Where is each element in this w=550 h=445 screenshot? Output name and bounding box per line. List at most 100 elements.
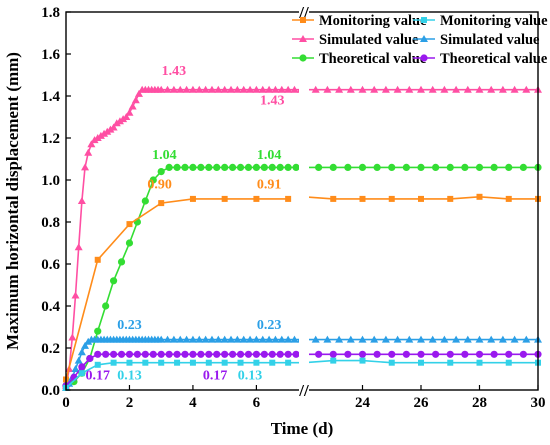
data-point	[233, 335, 242, 343]
data-point	[77, 348, 86, 356]
data-point	[157, 85, 166, 93]
data-point	[165, 350, 173, 358]
data-point	[381, 85, 390, 93]
data-point	[181, 350, 189, 358]
data-point	[86, 354, 94, 363]
data-point	[358, 350, 367, 358]
data-point	[252, 335, 261, 343]
data-point	[522, 335, 531, 343]
x-tick-label: 4	[189, 395, 197, 411]
data-label: 0.91	[257, 177, 282, 192]
data-point	[189, 359, 196, 366]
data-point	[290, 335, 299, 343]
data-point	[125, 108, 134, 116]
data-point	[271, 335, 280, 343]
data-point	[359, 357, 366, 364]
data-point	[446, 163, 454, 171]
legend-marker	[299, 35, 307, 42]
legend-label: Monitoring value	[319, 13, 427, 29]
data-point	[131, 96, 140, 104]
data-point	[277, 85, 286, 93]
data-point	[432, 163, 440, 171]
data-point	[265, 335, 274, 343]
data-point	[370, 85, 379, 93]
data-point	[207, 85, 216, 93]
data-point	[461, 163, 469, 171]
data-point	[71, 365, 80, 372]
data-point	[163, 335, 172, 343]
data-point	[102, 350, 110, 358]
data-point	[221, 195, 228, 202]
data-point	[268, 163, 276, 171]
legend-marker	[421, 17, 427, 23]
data-point	[323, 335, 332, 343]
data-point	[329, 350, 337, 358]
data-point	[487, 335, 496, 343]
axis-layer: 0.00.20.40.60.81.01.21.41.61.80 2 4 6 24 26 28…	[41, 5, 545, 411]
data-point	[268, 350, 276, 358]
data-point	[258, 85, 267, 93]
data-point	[110, 350, 118, 358]
data-point	[393, 85, 402, 93]
series-layer	[62, 85, 542, 391]
data-point	[220, 335, 229, 343]
legend-label: Monitoring value	[440, 13, 548, 29]
data-point	[205, 359, 212, 366]
data-point	[244, 350, 253, 358]
data-point	[510, 335, 519, 343]
data-point	[475, 163, 484, 171]
data-point	[461, 350, 469, 358]
data-point	[239, 335, 248, 343]
data-point	[74, 243, 83, 251]
data-point	[176, 85, 185, 93]
data-label: 1.04	[152, 148, 177, 163]
data-point	[94, 350, 102, 358]
data-point	[74, 356, 83, 364]
data-point	[388, 195, 395, 202]
data-point	[188, 335, 197, 343]
x-tick-label: 6	[253, 395, 261, 411]
legend-label: Theoretical value	[440, 51, 548, 67]
data-point	[214, 85, 223, 93]
data-point	[169, 85, 178, 93]
data-point	[418, 359, 424, 366]
data-point	[149, 176, 157, 184]
data-point	[158, 359, 165, 366]
data-point	[475, 335, 484, 343]
data-point	[87, 140, 96, 148]
data-point	[344, 350, 352, 358]
data-point	[276, 350, 284, 358]
data-point	[195, 335, 204, 343]
data-label: 0.90	[147, 177, 172, 192]
data-point	[505, 163, 513, 171]
data-point	[220, 85, 229, 93]
data-point	[81, 341, 90, 349]
data-point	[78, 363, 86, 371]
data-point	[207, 335, 216, 343]
data-point	[490, 350, 498, 358]
data-point	[463, 335, 472, 343]
data-point	[475, 85, 484, 93]
data-point	[246, 85, 255, 93]
data-point	[141, 350, 149, 358]
data-point	[109, 123, 118, 131]
legend-entry: Theoretical value	[292, 51, 427, 67]
data-point	[221, 163, 229, 171]
data-point	[417, 85, 425, 93]
axis-break: // //	[298, 0, 309, 445]
data-point	[335, 335, 344, 343]
data-point	[260, 163, 268, 171]
data-point	[284, 350, 292, 358]
data-point	[284, 85, 293, 93]
data-point	[182, 335, 191, 343]
data-point	[265, 85, 274, 93]
legend-marker	[420, 54, 428, 62]
data-point	[490, 163, 498, 171]
data-point	[277, 335, 286, 343]
data-point	[181, 163, 189, 171]
data-point	[440, 85, 449, 93]
data-point	[475, 350, 484, 358]
data-point	[122, 113, 131, 120]
legend: Monitoring value Monitoring value Simulate…	[292, 13, 548, 67]
